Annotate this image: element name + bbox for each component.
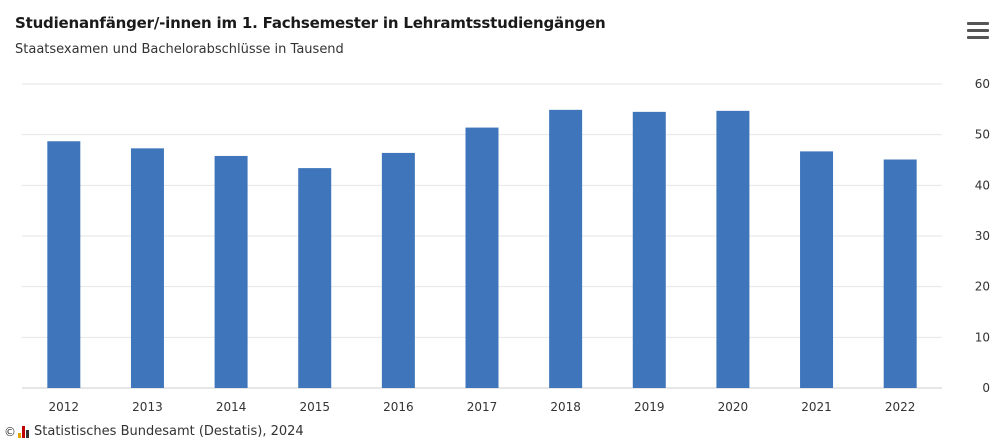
bar-2017[interactable] (465, 127, 499, 388)
x-tick-label: 2017 (467, 400, 498, 414)
chart-title: Studienanfänger/-innen im 1. Fachsemeste… (15, 14, 606, 32)
hamburger-menu-icon[interactable] (967, 22, 989, 42)
copyright-symbol: © (4, 424, 16, 439)
bar-2020[interactable] (716, 110, 750, 388)
x-tick-label: 2018 (550, 400, 581, 414)
x-tick-label: 2012 (49, 400, 80, 414)
menu-line (967, 29, 989, 32)
x-tick-label: 2015 (299, 400, 330, 414)
x-tick-label: 2022 (885, 400, 916, 414)
x-tick-label: 2016 (383, 400, 414, 414)
y-tick-label: 10 (975, 330, 990, 344)
x-tick-label: 2019 (634, 400, 665, 414)
y-tick-label: 40 (975, 178, 990, 192)
y-tick-label: 30 (975, 229, 990, 243)
x-tick-label: 2014 (216, 400, 247, 414)
bar-2022[interactable] (883, 159, 917, 388)
bar-2021[interactable] (800, 151, 834, 388)
bar-2012[interactable] (47, 141, 81, 388)
bar-2016[interactable] (381, 152, 415, 388)
source-text: Statistisches Bundesamt (Destatis), 2024 (34, 424, 304, 439)
menu-line (967, 22, 989, 25)
y-tick-label: 0 (982, 381, 990, 395)
y-tick-label: 50 (975, 128, 990, 142)
x-tick-label: 2013 (132, 400, 163, 414)
bar-2014[interactable] (214, 155, 248, 388)
destatis-logo-icon (18, 425, 30, 438)
bar-2018[interactable] (549, 109, 583, 388)
bar-2015[interactable] (298, 168, 332, 388)
bar-2019[interactable] (632, 111, 666, 388)
source-footer: © Statistisches Bundesamt (Destatis), 20… (4, 424, 304, 439)
bar-chart: 0 10 20 30 40 50 60 2012 2013 2014 2015 2016 2017 201… (22, 77, 990, 414)
y-tick-label: 60 (975, 77, 990, 91)
y-tick-label: 20 (975, 280, 990, 294)
chart-subtitle: Staatsexamen und Bachelorabschlüsse in T… (15, 42, 344, 57)
x-tick-label: 2020 (718, 400, 749, 414)
menu-line (967, 36, 989, 39)
x-tick-label: 2021 (801, 400, 832, 414)
bar-2013[interactable] (130, 148, 164, 388)
